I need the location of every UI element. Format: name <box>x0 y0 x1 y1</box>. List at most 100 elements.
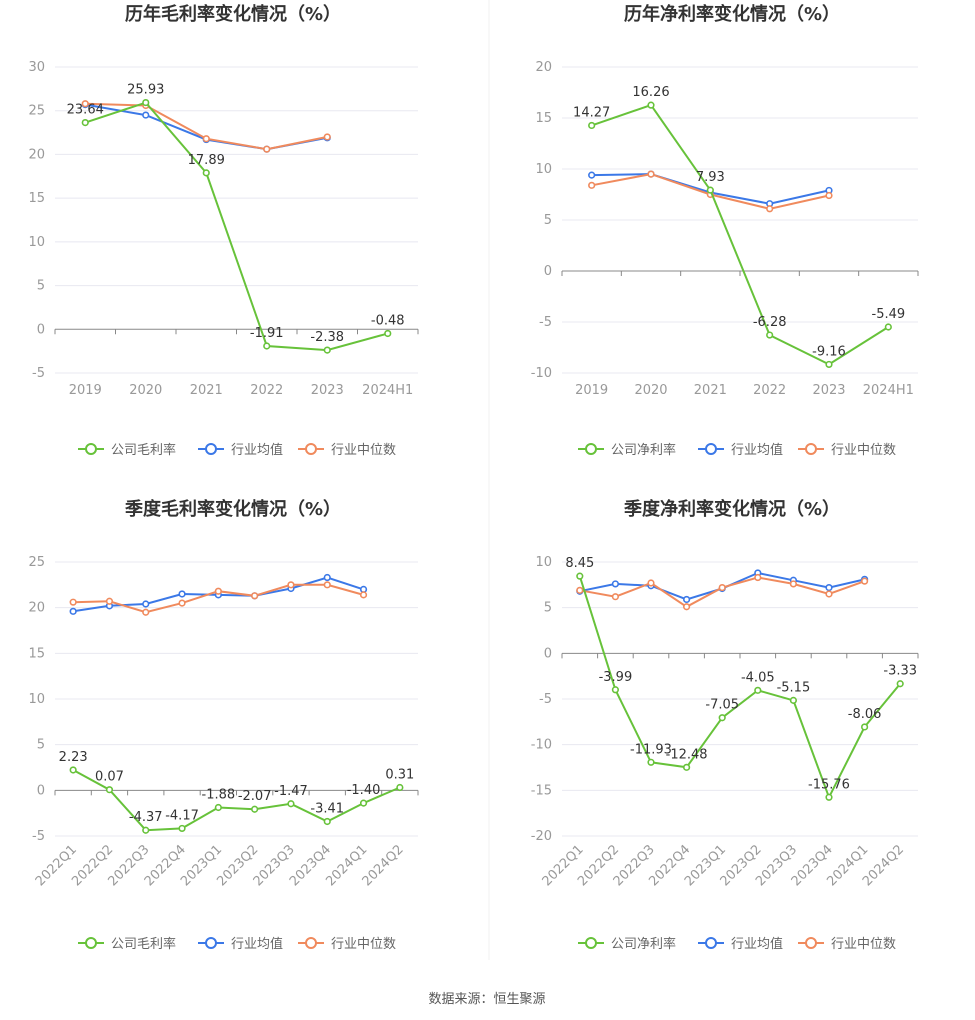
data-point-avg[interactable] <box>323 573 331 582</box>
legend-label: 行业均值 <box>231 442 283 458</box>
data-point-avg[interactable] <box>69 607 77 615</box>
data-point-company[interactable] <box>263 342 271 350</box>
data-point-median[interactable] <box>142 608 150 616</box>
data-point-company[interactable] <box>825 793 833 801</box>
data-point-avg[interactable] <box>588 171 596 179</box>
data-point-company[interactable] <box>706 186 714 194</box>
legend-item-avg[interactable]: 行业均值 <box>698 936 783 952</box>
x-tick-label: 2024H1 <box>863 383 914 398</box>
data-point-avg[interactable] <box>178 590 186 598</box>
y-tick-label: 0 <box>37 783 45 798</box>
data-point-company[interactable] <box>81 119 89 127</box>
data-label: -11.93 <box>630 742 672 757</box>
data-point-median[interactable] <box>359 591 368 599</box>
y-tick-label: 25 <box>28 555 45 570</box>
legend-item-avg[interactable]: 行业均值 <box>698 442 783 458</box>
legend-item-company[interactable]: 公司毛利率 <box>78 936 176 952</box>
data-point-company[interactable] <box>896 680 904 688</box>
data-point-company[interactable] <box>789 696 798 704</box>
data-point-median[interactable] <box>718 583 726 592</box>
y-tick-label: -10 <box>531 366 552 381</box>
data-label: -12.48 <box>666 747 708 762</box>
data-point-median[interactable] <box>214 587 222 595</box>
data-point-company[interactable] <box>766 331 774 339</box>
data-point-avg[interactable] <box>142 600 150 608</box>
data-point-company[interactable] <box>647 101 655 109</box>
data-point-median[interactable] <box>611 593 620 601</box>
data-point-company[interactable] <box>718 714 726 722</box>
data-point-median[interactable] <box>860 577 869 585</box>
legend-item-avg[interactable]: 行业均值 <box>198 442 283 458</box>
data-point-company[interactable] <box>682 763 691 771</box>
data-point-median[interactable] <box>647 579 655 587</box>
data-point-median[interactable] <box>576 586 584 594</box>
data-point-median[interactable] <box>825 191 833 200</box>
data-point-median[interactable] <box>178 599 186 607</box>
data-point-median[interactable] <box>251 592 259 600</box>
data-point-median[interactable] <box>105 597 114 605</box>
data-point-company[interactable] <box>142 826 150 834</box>
data-point-median[interactable] <box>766 205 774 213</box>
data-point-company[interactable] <box>384 329 392 338</box>
data-point-company[interactable] <box>825 360 833 369</box>
legend-item-company[interactable]: 公司净利率 <box>578 936 676 952</box>
data-point-median[interactable] <box>825 590 833 598</box>
x-tick-label: 2021 <box>190 383 223 398</box>
data-point-median[interactable] <box>323 133 331 141</box>
data-point-company[interactable] <box>884 323 892 331</box>
data-point-company[interactable] <box>178 824 186 833</box>
data-point-company[interactable] <box>105 786 114 794</box>
legend-swatch-marker <box>305 443 317 455</box>
data-point-company[interactable] <box>396 783 404 792</box>
legend-item-median[interactable]: 行业中位数 <box>798 937 896 952</box>
data-point-median[interactable] <box>588 181 596 189</box>
data-point-company[interactable] <box>754 686 762 694</box>
data-point-avg[interactable] <box>142 111 150 119</box>
data-point-company[interactable] <box>142 98 150 107</box>
chart-2: 历年净利率变化情况（%） 20 15 10 5 0 -5 -10 2019 2020 2021 202… <box>531 3 919 458</box>
data-point-company[interactable] <box>647 758 655 766</box>
data-point-company[interactable] <box>576 572 584 580</box>
data-point-company[interactable] <box>214 803 222 812</box>
data-point-company[interactable] <box>202 169 210 177</box>
y-tick-label: -5 <box>32 829 45 844</box>
data-point-company[interactable] <box>69 766 77 774</box>
legend-item-company[interactable]: 公司毛利率 <box>78 442 176 458</box>
data-point-company[interactable] <box>359 799 368 807</box>
legend-item-company[interactable]: 公司净利率 <box>578 442 676 458</box>
data-point-median[interactable] <box>81 100 89 108</box>
data-point-company[interactable] <box>588 121 596 130</box>
legend-item-median[interactable]: 行业中位数 <box>298 443 396 458</box>
data-point-company[interactable] <box>611 686 620 694</box>
data-label: 23.64 <box>67 103 104 118</box>
legend-item-avg[interactable]: 行业均值 <box>198 936 283 952</box>
y-tick-label: 10 <box>535 555 552 570</box>
data-point-avg[interactable] <box>611 580 620 588</box>
y-tick-label: 5 <box>544 213 552 228</box>
data-point-avg[interactable] <box>682 595 691 604</box>
data-point-median[interactable] <box>682 603 691 611</box>
data-point-median[interactable] <box>323 581 331 589</box>
series-line-company <box>84 101 389 352</box>
data-point-median[interactable] <box>202 135 210 143</box>
data-point-company[interactable] <box>860 723 869 731</box>
legend-swatch-marker <box>705 443 717 455</box>
legend-swatch-marker <box>805 937 817 949</box>
y-tick-label: 10 <box>535 162 552 177</box>
data-point-median[interactable] <box>69 598 77 606</box>
data-point-median[interactable] <box>263 145 271 153</box>
data-point-company[interactable] <box>287 800 295 808</box>
x-tick-label: 2020 <box>129 383 162 398</box>
data-point-median[interactable] <box>647 170 655 178</box>
data-point-median[interactable] <box>287 581 295 589</box>
x-tick-label: 2020 <box>634 383 667 398</box>
y-tick-label: -5 <box>32 366 45 381</box>
data-point-company[interactable] <box>323 817 331 826</box>
data-point-company[interactable] <box>323 346 331 354</box>
legend-item-median[interactable]: 行业中位数 <box>798 443 896 458</box>
data-point-median[interactable] <box>754 573 762 582</box>
data-point-avg[interactable] <box>825 583 833 592</box>
legend-item-median[interactable]: 行业中位数 <box>298 937 396 952</box>
data-point-median[interactable] <box>789 580 798 588</box>
data-point-company[interactable] <box>251 805 259 813</box>
